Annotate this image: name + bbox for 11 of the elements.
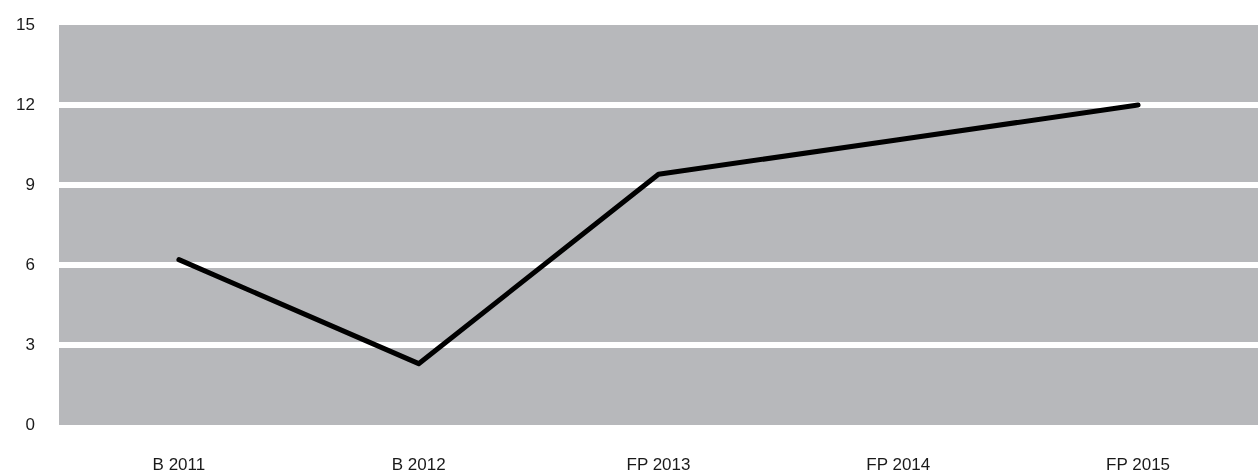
y-tick-label: 9 [25, 174, 35, 194]
y-tick-label: 12 [16, 94, 35, 114]
x-tick-label: B 2011 [152, 454, 206, 474]
y-tick-label: 3 [25, 334, 35, 354]
x-tick-label: FP 2013 [626, 454, 691, 474]
x-tick-label: B 2012 [391, 454, 446, 474]
y-tick-label: 0 [25, 414, 35, 434]
y-tick-label: 15 [16, 14, 35, 34]
x-tick-label: FP 2015 [1106, 454, 1171, 474]
x-tick-label: FP 2014 [866, 454, 931, 474]
y-tick-label: 6 [25, 254, 35, 274]
